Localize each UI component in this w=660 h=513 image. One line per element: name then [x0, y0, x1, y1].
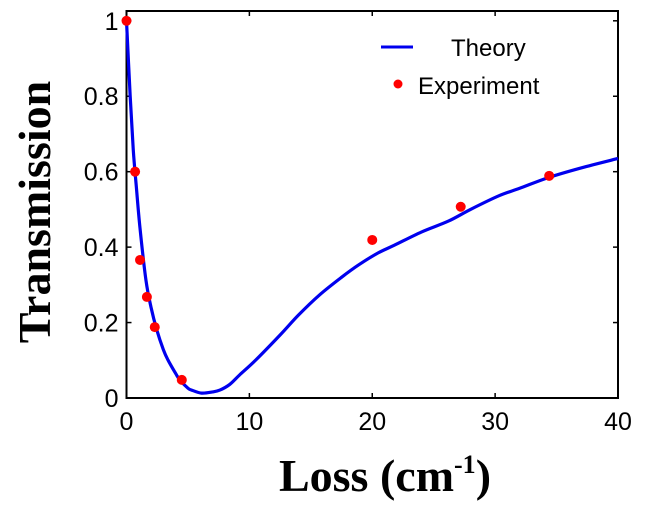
y-tick-label: 0.8 [84, 83, 119, 111]
experiment-point [455, 201, 466, 212]
experiment-point [544, 170, 555, 181]
ticks: 0 10 20 30 40 0 0.2 0.4 0.6 0.8 1 [84, 8, 632, 436]
axes [125, 10, 619, 399]
y-axis-label: Transmission [9, 81, 60, 343]
legend: Theory Experiment [381, 35, 540, 100]
plot-frame [125, 10, 619, 399]
experiment-point [130, 166, 141, 177]
experiment-point [121, 15, 132, 26]
x-axis-label-superscript: -1 [454, 450, 476, 479]
y-tick-label: 1 [105, 8, 119, 36]
x-tick-label: 0 [120, 408, 134, 436]
x-tick-label: 20 [358, 408, 386, 436]
experiment-point [149, 322, 160, 333]
x-tick-label: 30 [481, 408, 509, 436]
theory-curve [124, 20, 619, 395]
experiment-point [135, 254, 146, 265]
x-axis-label: Loss (cm-1) [279, 450, 491, 501]
experiment-point [176, 374, 187, 385]
x-axis-label-close: ) [476, 450, 491, 501]
experiment-point [367, 234, 378, 245]
x-tick-label: 10 [235, 408, 263, 436]
legend-experiment-label: Experiment [418, 73, 540, 100]
data-layer [121, 15, 619, 395]
legend-theory-label: Theory [451, 35, 526, 62]
experiment-point [141, 291, 152, 302]
x-axis-label-main: Loss (cm [279, 450, 454, 501]
x-tick-label: 40 [604, 408, 632, 436]
y-tick-label: 0 [105, 385, 119, 413]
legend-experiment-marker [393, 79, 403, 89]
y-tick-label: 0.4 [84, 234, 119, 262]
y-tick-label: 0.6 [84, 159, 119, 187]
y-tick-label: 0.2 [84, 310, 119, 338]
